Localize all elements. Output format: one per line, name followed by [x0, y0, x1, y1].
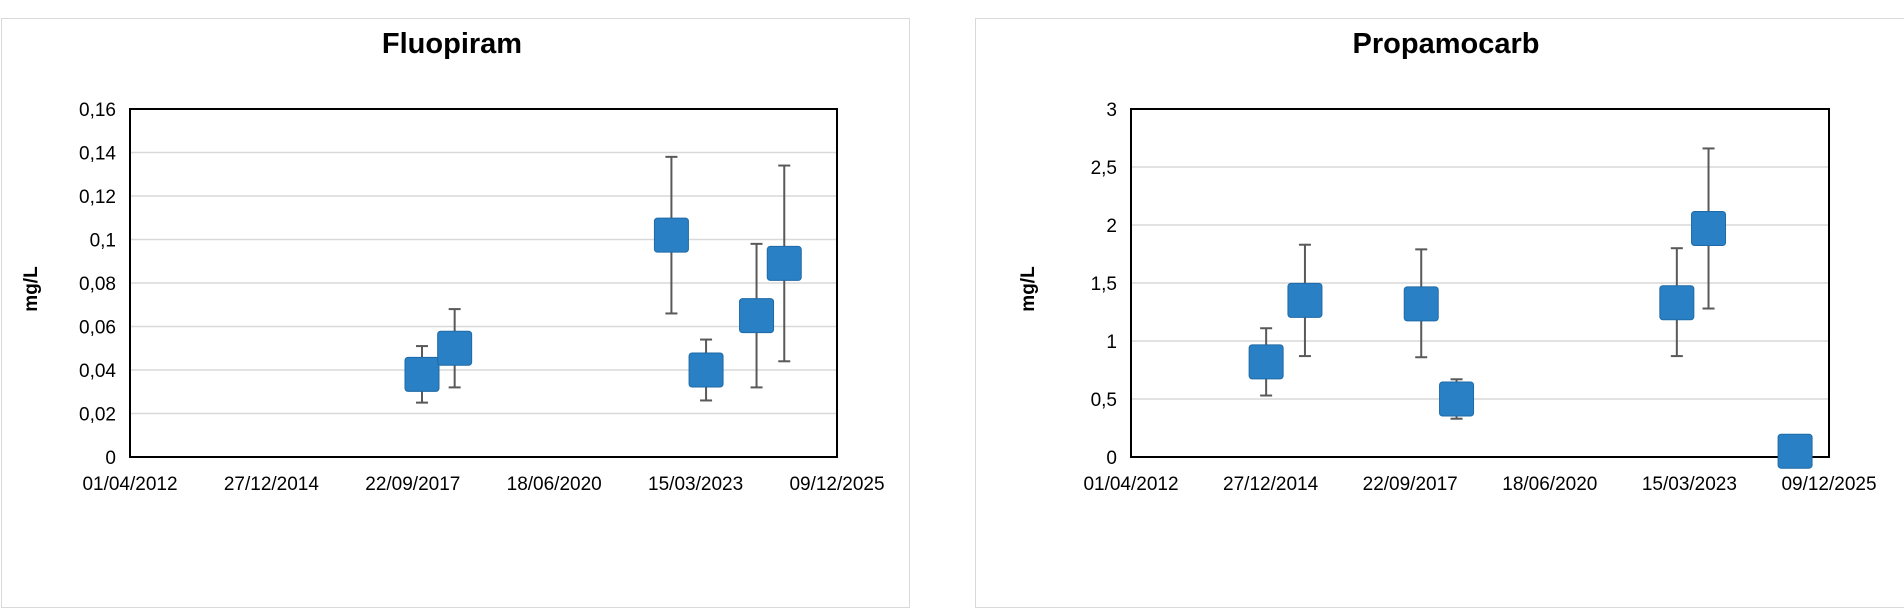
y-tick-label: 0 [105, 448, 116, 469]
x-tick-label: 15/03/2023 [1642, 474, 1737, 495]
y-tick-label: 2 [1106, 216, 1117, 237]
x-tick-label: 01/04/2012 [82, 474, 177, 495]
data-point-marker [688, 352, 724, 388]
y-tick-label: 0,1 [90, 231, 116, 252]
data-point-marker [437, 330, 473, 366]
chart-title: Fluopiram [382, 28, 522, 60]
y-tick-label: 1 [1106, 332, 1117, 353]
fluopiram-chart: Fluopiram mg/L 0 0,02 0,04 0,06 0,08 0,1 0,12 0… [21, 28, 885, 495]
y-tick-label: 0,16 [79, 100, 116, 121]
y-tick-label: 0,02 [79, 405, 116, 426]
x-tick-label: 09/12/2025 [789, 474, 884, 495]
y-tick-label: 1,5 [1091, 274, 1117, 295]
y-axis-label: mg/L [1018, 266, 1039, 312]
y-tick-label: 2,5 [1091, 158, 1117, 179]
x-tick-label: 22/09/2017 [1363, 474, 1458, 495]
y-tick-label: 0 [1106, 448, 1117, 469]
x-tick-label: 09/12/2025 [1781, 474, 1876, 495]
y-tick-label: 0,5 [1091, 390, 1117, 411]
data-point-marker [1248, 344, 1284, 380]
y-tick-label: 0,08 [79, 274, 116, 295]
data-point-marker [653, 217, 689, 253]
data-point-marker [1439, 381, 1475, 417]
propamocarb-chart-panel: Propamocarb mg/L 0 0,5 1 1,5 2 2,5 3 01/04/2012… [975, 18, 1904, 608]
data-point-marker [1287, 282, 1323, 318]
plot-area-frame [129, 108, 838, 458]
data-point-marker [1691, 210, 1727, 246]
x-tick-label: 15/03/2023 [648, 474, 743, 495]
x-tick-label: 18/06/2020 [507, 474, 602, 495]
x-tick-label: 01/04/2012 [1083, 474, 1178, 495]
x-tick-label: 18/06/2020 [1502, 474, 1597, 495]
data-point-marker [404, 356, 440, 392]
propamocarb-chart: Propamocarb mg/L 0 0,5 1 1,5 2 2,5 3 01/04/2012… [1018, 28, 1877, 495]
data-point-marker [766, 245, 802, 281]
y-tick-label: 0,04 [79, 361, 116, 382]
x-tick-label: 27/12/2014 [224, 474, 320, 495]
plot-area-frame [1130, 108, 1830, 458]
y-tick-label: 3 [1106, 100, 1117, 121]
x-tick-label: 22/09/2017 [365, 474, 460, 495]
fluopiram-chart-panel: Fluopiram mg/L 0 0,02 0,04 0,06 0,08 0,1 0,12 0… [1, 18, 910, 608]
chart-title: Propamocarb [1353, 28, 1540, 60]
y-tick-label: 0,06 [79, 318, 116, 339]
y-axis-label: mg/L [21, 266, 42, 312]
data-point-marker [1659, 285, 1695, 321]
data-point-marker [739, 298, 775, 334]
y-tick-label: 0,12 [79, 187, 116, 208]
x-tick-label: 27/12/2014 [1223, 474, 1319, 495]
data-point-marker [1403, 286, 1439, 322]
y-tick-label: 0,14 [79, 144, 116, 165]
data-point-marker [1777, 433, 1813, 469]
